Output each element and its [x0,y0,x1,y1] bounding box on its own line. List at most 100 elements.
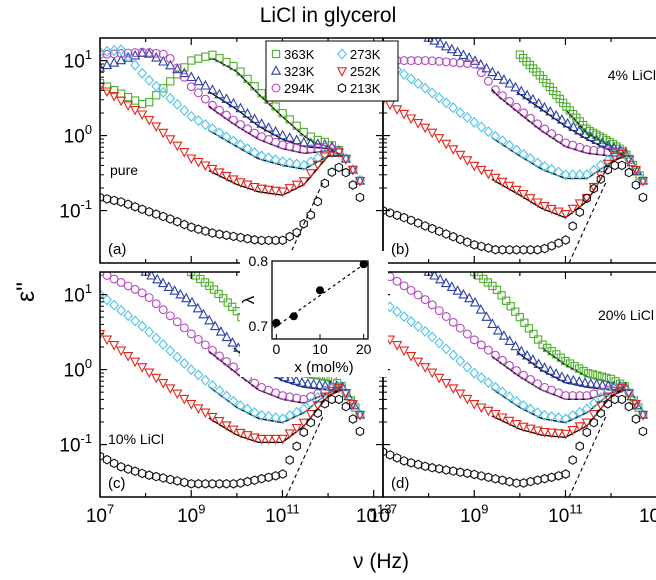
data-point-213K [341,167,351,178]
data-point-323K [504,335,515,345]
data-point-213K [589,183,598,194]
data-point-213K [180,219,189,230]
data-point-294K [285,142,295,151]
data-point-363K [214,289,223,299]
data-point-323K [181,292,192,303]
data-point-294K [320,143,330,152]
data-point-363K [223,298,232,307]
data-point-294K [102,49,112,59]
data-point-213K [526,244,535,255]
panel-tag: (c) [108,475,126,492]
data-point-273K [567,169,578,181]
data-point-294K [165,54,175,63]
chart-title: LiCl in glycerol [259,4,397,27]
data-point-213K [399,212,409,223]
data-point-273K [581,403,592,415]
data-point-252K [455,150,466,161]
data-point-323K [556,371,568,381]
data-point-252K [284,429,295,439]
data-point-363K [271,102,280,111]
data-point-323K [354,408,366,419]
data-point-252K [221,171,232,182]
data-point-213K [250,234,259,245]
data-point-323K [533,358,544,369]
data-point-273K [462,111,473,124]
data-point-363K [606,374,616,384]
data-point-273K [249,147,260,159]
data-point-323K [249,113,260,124]
data-point-213K [505,244,514,255]
inset-data-point [289,312,298,321]
data-point-213K [498,475,507,486]
data-point-213K [257,473,266,484]
data-point-252K [129,105,141,116]
data-point-213K [596,174,605,185]
data-point-273K [319,386,330,398]
data-point-323K [204,314,215,325]
data-point-213K [617,394,627,405]
data-point-323K [314,379,325,390]
data-point-273K [546,410,557,423]
data-point-294K [399,281,409,291]
data-point-252K [172,141,183,152]
data-point-273K [123,51,134,63]
data-point-252K [384,100,396,111]
data-point-273K [504,139,515,151]
data-point-252K [228,175,239,185]
data-point-294K [144,293,154,303]
data-point-294K [207,345,217,355]
data-point-252K [441,379,452,389]
data-point-273K [221,390,232,402]
data-point-323K [235,102,246,113]
panel-label: 10% LiCl [108,431,164,447]
panel-label: 4% LiCl [608,67,656,83]
data-point-213K [540,243,549,254]
panel-4-data [383,272,649,497]
data-point-273K [284,409,295,422]
data-point-294K [476,340,486,350]
x-tick-label: 107 [86,501,114,527]
data-point-213K [222,478,231,489]
data-point-363K [511,307,520,316]
data-point-294K [406,285,416,295]
panel-2-frame [382,37,656,264]
data-point-252K [319,392,330,403]
data-point-294K [292,393,302,403]
data-point-323K [510,340,521,351]
data-point-252K [319,152,330,162]
panel-label: 20% LiCl [598,307,654,323]
data-point-363K [292,121,301,130]
data-point-294K [214,351,224,361]
data-point-323K [521,349,533,360]
data-point-213K [512,478,521,488]
data-point-323K [440,277,452,288]
data-point-213K [144,470,154,481]
data-point-294K [186,82,196,92]
data-point-213K [442,229,451,239]
data-point-213K [137,204,147,215]
data-point-252K [165,384,176,394]
data-point-213K [229,231,238,242]
data-point-252K [333,148,345,159]
data-point-213K [152,471,161,482]
data-point-252K [305,169,316,179]
data-point-252K [179,394,190,405]
data-point-213K [313,196,322,207]
data-point-252K [391,105,403,115]
data-point-273K [434,92,445,104]
data-point-323K [458,49,469,59]
data-point-273K [406,73,417,85]
dashed-guide-line [285,414,325,497]
data-point-363K [243,74,252,84]
data-point-252K [490,410,501,420]
data-point-294K [151,299,161,309]
data-point-273K [553,166,564,178]
data-point-252K [595,401,606,411]
x-tick-label: 109 [460,501,488,527]
data-point-213K [582,193,591,204]
data-point-323K [481,62,492,73]
legend-label: 323K [284,64,315,79]
data-point-323K [108,57,120,67]
legend-label: 363K [284,47,315,62]
legend-marker [270,65,282,75]
